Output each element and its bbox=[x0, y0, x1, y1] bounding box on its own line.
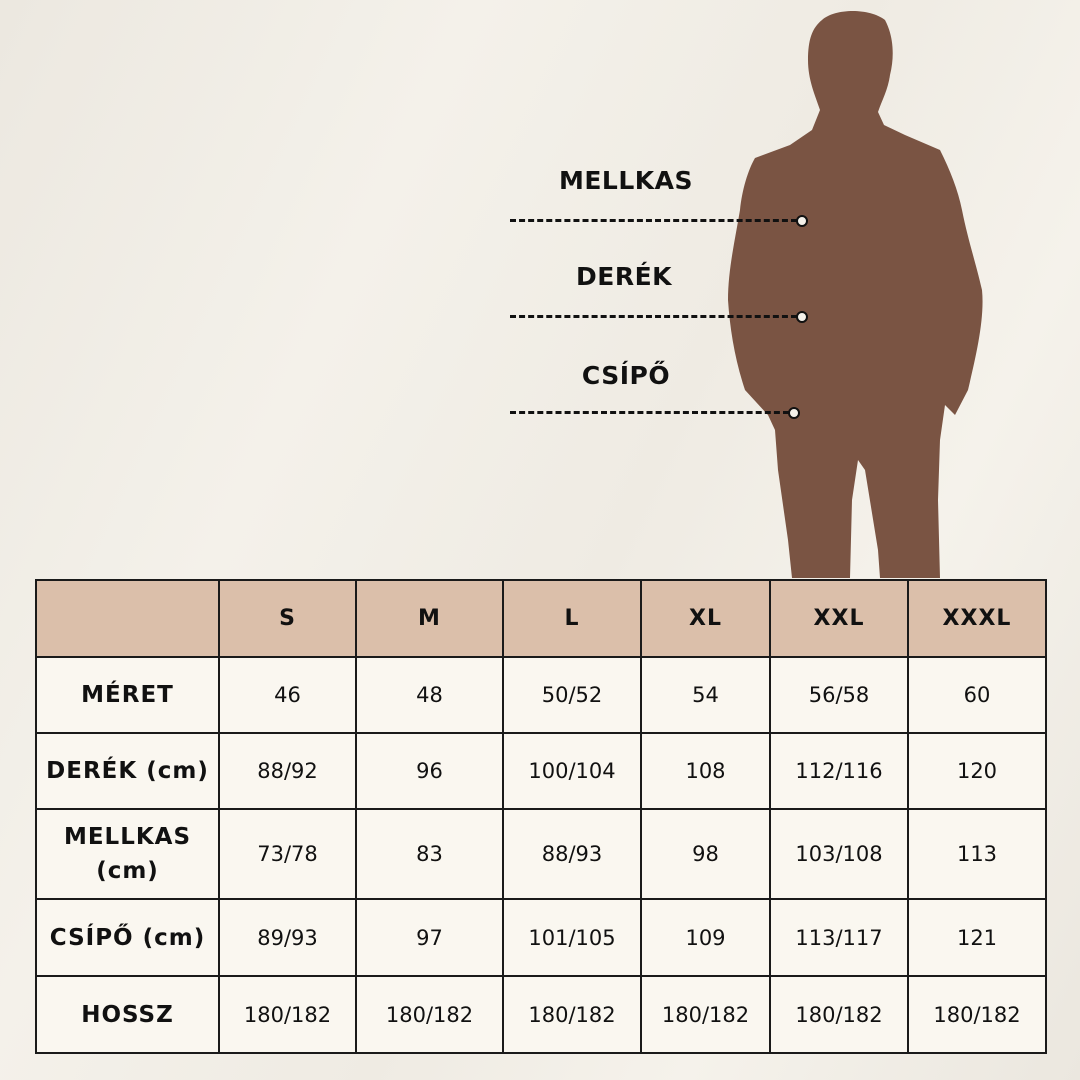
table-cell: 60 bbox=[907, 656, 1047, 734]
table-cell: 48 bbox=[355, 656, 504, 734]
table-cell: 120 bbox=[907, 732, 1047, 810]
table-header-row: S M L XL XXL XXXL bbox=[35, 579, 1047, 658]
table-row: HOSSZ 180/182 180/182 180/182 180/182 180/182… bbox=[35, 975, 1047, 1054]
table-cell: 83 bbox=[355, 808, 504, 900]
table-cell: 180/182 bbox=[907, 975, 1047, 1054]
measurement-label-chest: MELLKAS bbox=[558, 166, 694, 195]
row-header: MELLKAS (cm) bbox=[35, 808, 220, 900]
table-cell: 56/58 bbox=[769, 656, 909, 734]
column-header: L bbox=[502, 579, 642, 658]
table-cell: 180/182 bbox=[355, 975, 504, 1054]
hip-measure-line bbox=[510, 411, 789, 414]
man-silhouette-icon bbox=[728, 11, 983, 578]
table-cell: 101/105 bbox=[502, 898, 642, 977]
measurement-label-waist: DERÉK bbox=[575, 262, 673, 291]
measurement-label-hip: CSÍPŐ bbox=[581, 361, 671, 390]
table-cell: 73/78 bbox=[218, 808, 357, 900]
table-cell: 108 bbox=[640, 732, 771, 810]
table-cell: 113/117 bbox=[769, 898, 909, 977]
table-row: CSÍPŐ (cm) 89/93 97 101/105 109 113/117 121 bbox=[35, 898, 1047, 977]
table-cell: 96 bbox=[355, 732, 504, 810]
row-header: DERÉK (cm) bbox=[35, 732, 220, 810]
chest-measure-line bbox=[510, 219, 797, 222]
waist-measure-line bbox=[510, 315, 797, 318]
table-cell: 97 bbox=[355, 898, 504, 977]
table-cell: 180/182 bbox=[640, 975, 771, 1054]
table-cell: 113 bbox=[907, 808, 1047, 900]
table-cell: 103/108 bbox=[769, 808, 909, 900]
table-cell: 180/182 bbox=[769, 975, 909, 1054]
table-row: DERÉK (cm) 88/92 96 100/104 108 112/116 120 bbox=[35, 732, 1047, 810]
table-cell: 50/52 bbox=[502, 656, 642, 734]
table-cell: 100/104 bbox=[502, 732, 642, 810]
table-cell: 98 bbox=[640, 808, 771, 900]
column-header: XXL bbox=[769, 579, 909, 658]
table-cell: 46 bbox=[218, 656, 357, 734]
waist-point-icon bbox=[796, 311, 808, 323]
row-header: CSÍPŐ (cm) bbox=[35, 898, 220, 977]
table-cell: 180/182 bbox=[218, 975, 357, 1054]
table-row: MELLKAS (cm) 73/78 83 88/93 98 103/108 113 bbox=[35, 808, 1047, 900]
row-header: HOSSZ bbox=[35, 975, 220, 1054]
size-chart-table: S M L XL XXL XXXL MÉRET 46 48 50/52 54 56/58 6… bbox=[35, 579, 1047, 1054]
table-cell: 88/92 bbox=[218, 732, 357, 810]
header-corner bbox=[35, 579, 220, 658]
table-cell: 88/93 bbox=[502, 808, 642, 900]
table-cell: 112/116 bbox=[769, 732, 909, 810]
table-row: MÉRET 46 48 50/52 54 56/58 60 bbox=[35, 656, 1047, 734]
chest-point-icon bbox=[796, 215, 808, 227]
table-cell: 54 bbox=[640, 656, 771, 734]
column-header: S bbox=[218, 579, 357, 658]
table-cell: 121 bbox=[907, 898, 1047, 977]
table-cell: 180/182 bbox=[502, 975, 642, 1054]
table-cell: 89/93 bbox=[218, 898, 357, 977]
row-header: MÉRET bbox=[35, 656, 220, 734]
table-cell: 109 bbox=[640, 898, 771, 977]
column-header: XXXL bbox=[907, 579, 1047, 658]
hip-point-icon bbox=[788, 407, 800, 419]
column-header: M bbox=[355, 579, 504, 658]
column-header: XL bbox=[640, 579, 771, 658]
